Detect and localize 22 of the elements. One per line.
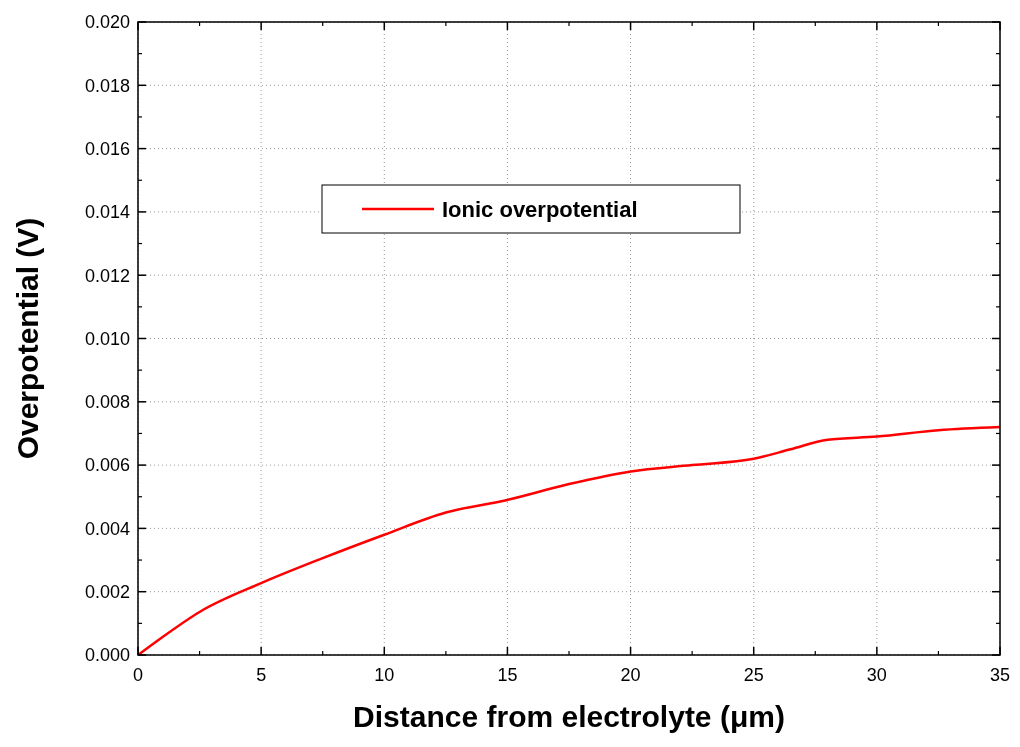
x-tick-label: 5 bbox=[256, 665, 267, 685]
y-tick-label: 0.018 bbox=[84, 75, 130, 96]
y-tick-label: 0.012 bbox=[84, 265, 130, 286]
x-tick-label: 30 bbox=[866, 665, 887, 685]
x-tick-label: 35 bbox=[989, 665, 1011, 685]
y-tick-label: 0.020 bbox=[84, 12, 130, 33]
y-tick-label: 0.008 bbox=[84, 392, 130, 413]
y-tick-label: 0.004 bbox=[84, 518, 130, 539]
x-tick-label: 15 bbox=[497, 665, 518, 685]
legend-label: Ionic overpotential bbox=[442, 196, 638, 222]
y-tick-label: 0.002 bbox=[84, 582, 130, 602]
y-tick-label: 0.016 bbox=[84, 138, 130, 159]
y-tick-label: 0.010 bbox=[84, 328, 130, 349]
x-axis-title: Distance from electrolyte (μm) bbox=[353, 700, 785, 733]
y-axis-title: Overpotential (V) bbox=[11, 217, 44, 460]
x-tick-label: 0 bbox=[132, 665, 144, 685]
x-tick-label: 20 bbox=[620, 665, 641, 685]
x-tick-label: 25 bbox=[743, 665, 764, 685]
x-tick-label: 10 bbox=[374, 665, 395, 685]
y-tick-label: 0.006 bbox=[84, 455, 130, 476]
y-tick-label: 0.014 bbox=[84, 202, 130, 223]
y-tick-label: 0.000 bbox=[84, 645, 130, 666]
